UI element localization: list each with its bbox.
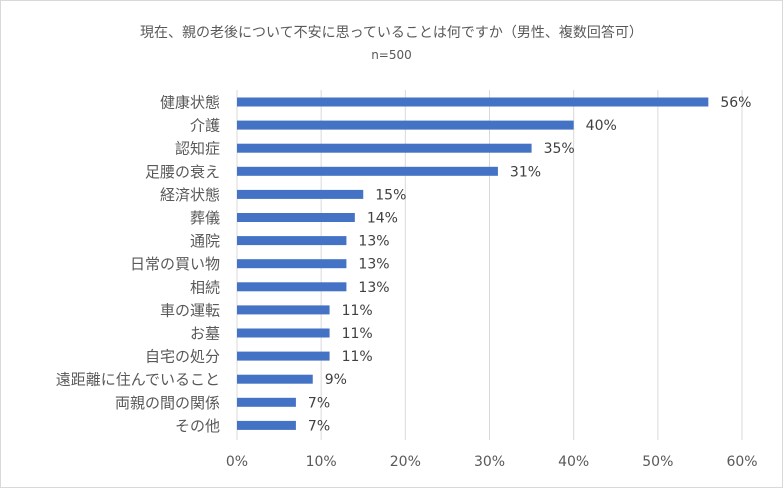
- bar: [237, 397, 296, 407]
- x-tick-label: 40%: [558, 454, 589, 470]
- x-tick-label: 60%: [726, 454, 757, 470]
- data-label: 11%: [342, 303, 373, 319]
- bar: [237, 189, 364, 199]
- bar: [237, 351, 330, 361]
- category-label: 自宅の処分: [145, 348, 220, 366]
- data-label: 13%: [358, 280, 389, 296]
- data-label: 11%: [342, 326, 373, 342]
- bar: [237, 236, 347, 246]
- bar: [237, 328, 330, 338]
- category-label: 通院: [190, 232, 220, 250]
- chart-title: 現在、親の老後について不安に思っていることは何ですか（男性、複数回答可）: [140, 25, 643, 41]
- category-label: 介護: [190, 117, 220, 135]
- data-label: 11%: [342, 349, 373, 365]
- category-label: 健康状態: [160, 94, 220, 112]
- bar: [237, 213, 355, 222]
- category-label: 車の運転: [160, 301, 220, 319]
- x-tick-label: 20%: [390, 454, 421, 470]
- category-label: 経済状態: [160, 186, 220, 204]
- data-label: 9%: [325, 372, 347, 388]
- data-label: 13%: [358, 234, 389, 250]
- bar: [237, 166, 498, 176]
- data-label: 7%: [308, 418, 330, 434]
- data-label: 7%: [308, 395, 330, 411]
- x-tick-label: 50%: [642, 454, 673, 470]
- bar: [237, 97, 709, 107]
- chart-subtitle: n=500: [371, 48, 412, 62]
- data-label: 15%: [375, 187, 406, 203]
- data-label: 35%: [544, 141, 575, 157]
- category-label: 足腰の衰え: [145, 163, 220, 181]
- x-tick-label: 30%: [474, 454, 505, 470]
- category-label: 日常の買い物: [130, 255, 220, 273]
- data-label: 31%: [510, 164, 541, 180]
- x-tick-label: 10%: [306, 454, 337, 470]
- category-label: その他: [175, 417, 220, 435]
- data-label: 14%: [367, 211, 398, 227]
- category-label: お墓: [190, 325, 220, 343]
- category-label: 相続: [190, 278, 220, 296]
- category-label: 両親の間の関係: [115, 394, 220, 412]
- data-label: 40%: [586, 118, 617, 134]
- bar: [237, 259, 347, 269]
- category-label: 認知症: [175, 140, 220, 158]
- bar: [237, 305, 330, 315]
- category-label: 葬儀: [190, 209, 220, 227]
- category-label: 遠距離に住んでいること: [56, 371, 220, 389]
- bar: [237, 143, 532, 153]
- bars: [237, 97, 709, 430]
- x-tick-labels: 0% 10% 20% 30% 40% 50% 60%: [226, 454, 758, 470]
- bar: [237, 374, 313, 384]
- data-label: 13%: [358, 257, 389, 273]
- bar: [237, 420, 296, 430]
- category-labels: 健康状態介護認知症足腰の衰え経済状態葬儀通院日常の買い物相続車の運転お墓自宅の処…: [56, 94, 220, 435]
- value-labels: 56% 40% 35%31% 15% 14% 13% 13% 13% 11% 11% 11% 9% 7%…: [308, 95, 752, 434]
- bar: [237, 282, 347, 292]
- bar: [237, 120, 574, 130]
- x-tick-label: 0%: [226, 454, 248, 470]
- data-label: 56%: [720, 95, 751, 111]
